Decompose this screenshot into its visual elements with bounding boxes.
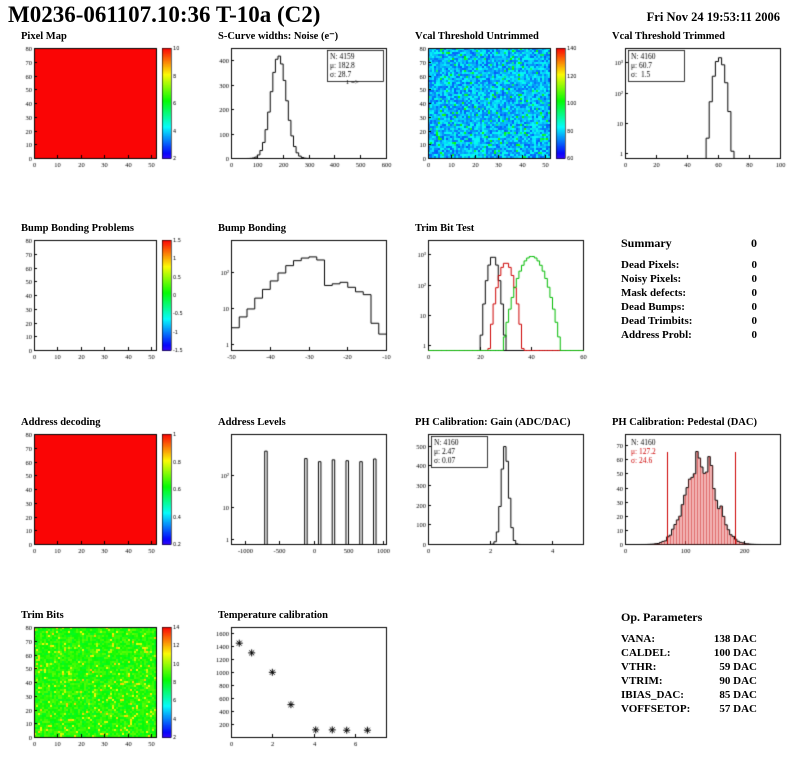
plot-ph-calibration-gain-adc-dac: PH Calibration: Gain (ADC/DAC)	[402, 416, 594, 568]
plot-bump-bonding-problems: Bump Bonding Problems	[8, 222, 200, 374]
list-item: Dead Trimbits: 0	[621, 314, 757, 328]
op_parameters-row-label: IBIAS_DAC:	[621, 689, 684, 701]
list-item: Dead Pixels: 0	[621, 258, 757, 272]
plot-bump-bonding: Bump Bonding	[205, 222, 397, 374]
report-date: Fri Nov 24 19:53:11 2006	[646, 10, 780, 24]
plot-canvas-ph-calibration-pedestal-dac	[599, 429, 791, 564]
plot-s-curve-widths-noise-e: S-Curve widths: Noise (e⁻)	[205, 30, 397, 182]
plot-title: Vcal Threshold Trimmed	[612, 31, 725, 42]
summary-total: 0	[751, 236, 757, 250]
plot-title: Bump Bonding Problems	[21, 223, 135, 234]
plot-canvas-vcal-threshold-untrimmed	[402, 43, 594, 178]
op_parameters-row-value: 59 DAC	[719, 661, 757, 673]
summary-row-value: 0	[751, 301, 758, 313]
summary-row-value: 0	[751, 287, 758, 299]
plot-title: PH Calibration: Pedestal (DAC)	[612, 417, 757, 428]
plot-canvas-pixel-map	[8, 43, 200, 178]
plot-canvas-trim-bits	[8, 622, 200, 757]
op_parameters-row-label: VTHR:	[621, 661, 657, 673]
plot-canvas-trim-bit-test	[402, 235, 594, 370]
summary-row-value: 0	[751, 315, 758, 327]
op_parameters-row-label: VANA:	[621, 633, 656, 645]
op-parameters-title: Op. Parameters	[621, 610, 703, 624]
plot-vcal-threshold-trimmed: Vcal Threshold Trimmed	[599, 30, 791, 182]
plot-title: Trim Bit Test	[415, 223, 475, 234]
plot-title: S-Curve widths: Noise (e⁻)	[218, 31, 339, 42]
list-item: CALDEL: 100 DAC	[621, 646, 757, 660]
plot-title: Temperature calibration	[218, 610, 328, 621]
plot-title: PH Calibration: Gain (ADC/DAC)	[415, 417, 571, 428]
op_parameters-row-value: 100 DAC	[713, 647, 757, 659]
list-item: VTHR: 59 DAC	[621, 660, 757, 674]
plot-canvas-bump-bonding-problems	[8, 235, 200, 370]
summary-block: Summary 0 Dead Pixels: 0 Noisy Pixels: 0 Mas…	[621, 236, 757, 342]
page-title: M0236-061107.10:36 T-10a (C2)	[8, 2, 321, 27]
plot-canvas-vcal-threshold-trimmed	[599, 43, 791, 178]
op_parameters-row-label: CALDEL:	[621, 647, 671, 659]
list-item: Mask defects: 0	[621, 286, 757, 300]
summary-row-label: Mask defects:	[621, 287, 687, 299]
plot-title: Vcal Threshold Untrimmed	[415, 31, 539, 42]
plot-address-levels: Address Levels	[205, 416, 397, 568]
summary-row-value: 0	[751, 273, 758, 285]
plot-title: Address decoding	[21, 417, 101, 428]
op_parameters-row-value: 138 DAC	[713, 633, 757, 645]
list-item: Address Probl: 0	[621, 328, 757, 342]
summary-rows: Dead Pixels: 0 Noisy Pixels: 0 Mask defects:…	[621, 258, 757, 342]
summary-row-label: Dead Pixels:	[621, 259, 680, 271]
plot-canvas-address-decoding	[8, 429, 200, 564]
plot-ph-calibration-pedestal-dac: PH Calibration: Pedestal (DAC)	[599, 416, 791, 568]
list-item: Dead Bumps: 0	[621, 300, 757, 314]
summary-row-label: Dead Bumps:	[621, 301, 685, 313]
plot-canvas-temperature-calibration	[205, 622, 397, 757]
summary-title: Summary	[621, 236, 672, 250]
plot-title: Trim Bits	[21, 610, 64, 621]
op_parameters-row-value: 57 DAC	[719, 703, 757, 715]
plot-canvas-ph-calibration-gain-adc-dac	[402, 429, 594, 564]
plot-title: Bump Bonding	[218, 223, 286, 234]
plot-canvas-bump-bonding	[205, 235, 397, 370]
summary-row-label: Noisy Pixels:	[621, 273, 682, 285]
summary-row-value: 0	[751, 259, 758, 271]
op-parameters-block: Op. Parameters VANA: 138 DAC CALDEL: 100 DA…	[621, 610, 757, 716]
list-item: VTRIM: 90 DAC	[621, 674, 757, 688]
plot-trim-bits: Trim Bits	[8, 609, 200, 761]
summary-row-label: Dead Trimbits:	[621, 315, 693, 327]
plot-pixel-map: Pixel Map	[8, 30, 200, 182]
plot-canvas-address-levels	[205, 429, 397, 564]
op_parameters-row-value: 90 DAC	[719, 675, 757, 687]
plot-title: Pixel Map	[21, 31, 67, 42]
list-item: Noisy Pixels: 0	[621, 272, 757, 286]
plot-temperature-calibration: Temperature calibration	[205, 609, 397, 761]
op_parameters-row-value: 85 DAC	[719, 689, 757, 701]
list-item: VOFFSETOP: 57 DAC	[621, 702, 757, 716]
summary-row-label: Address Probl:	[621, 329, 692, 341]
list-item: VANA: 138 DAC	[621, 632, 757, 646]
plot-vcal-threshold-untrimmed: Vcal Threshold Untrimmed	[402, 30, 594, 182]
list-item: IBIAS_DAC: 85 DAC	[621, 688, 757, 702]
plot-title: Address Levels	[218, 417, 286, 428]
op-parameters-rows: VANA: 138 DAC CALDEL: 100 DAC VTHR: 59 DAC VTR…	[621, 632, 757, 716]
summary-row-value: 0	[751, 329, 758, 341]
op_parameters-row-label: VOFFSETOP:	[621, 703, 691, 715]
plot-trim-bit-test: Trim Bit Test	[402, 222, 594, 374]
plot-address-decoding: Address decoding	[8, 416, 200, 568]
op_parameters-row-label: VTRIM:	[621, 675, 663, 687]
plot-canvas-s-curve-widths-noise-e	[205, 43, 397, 178]
